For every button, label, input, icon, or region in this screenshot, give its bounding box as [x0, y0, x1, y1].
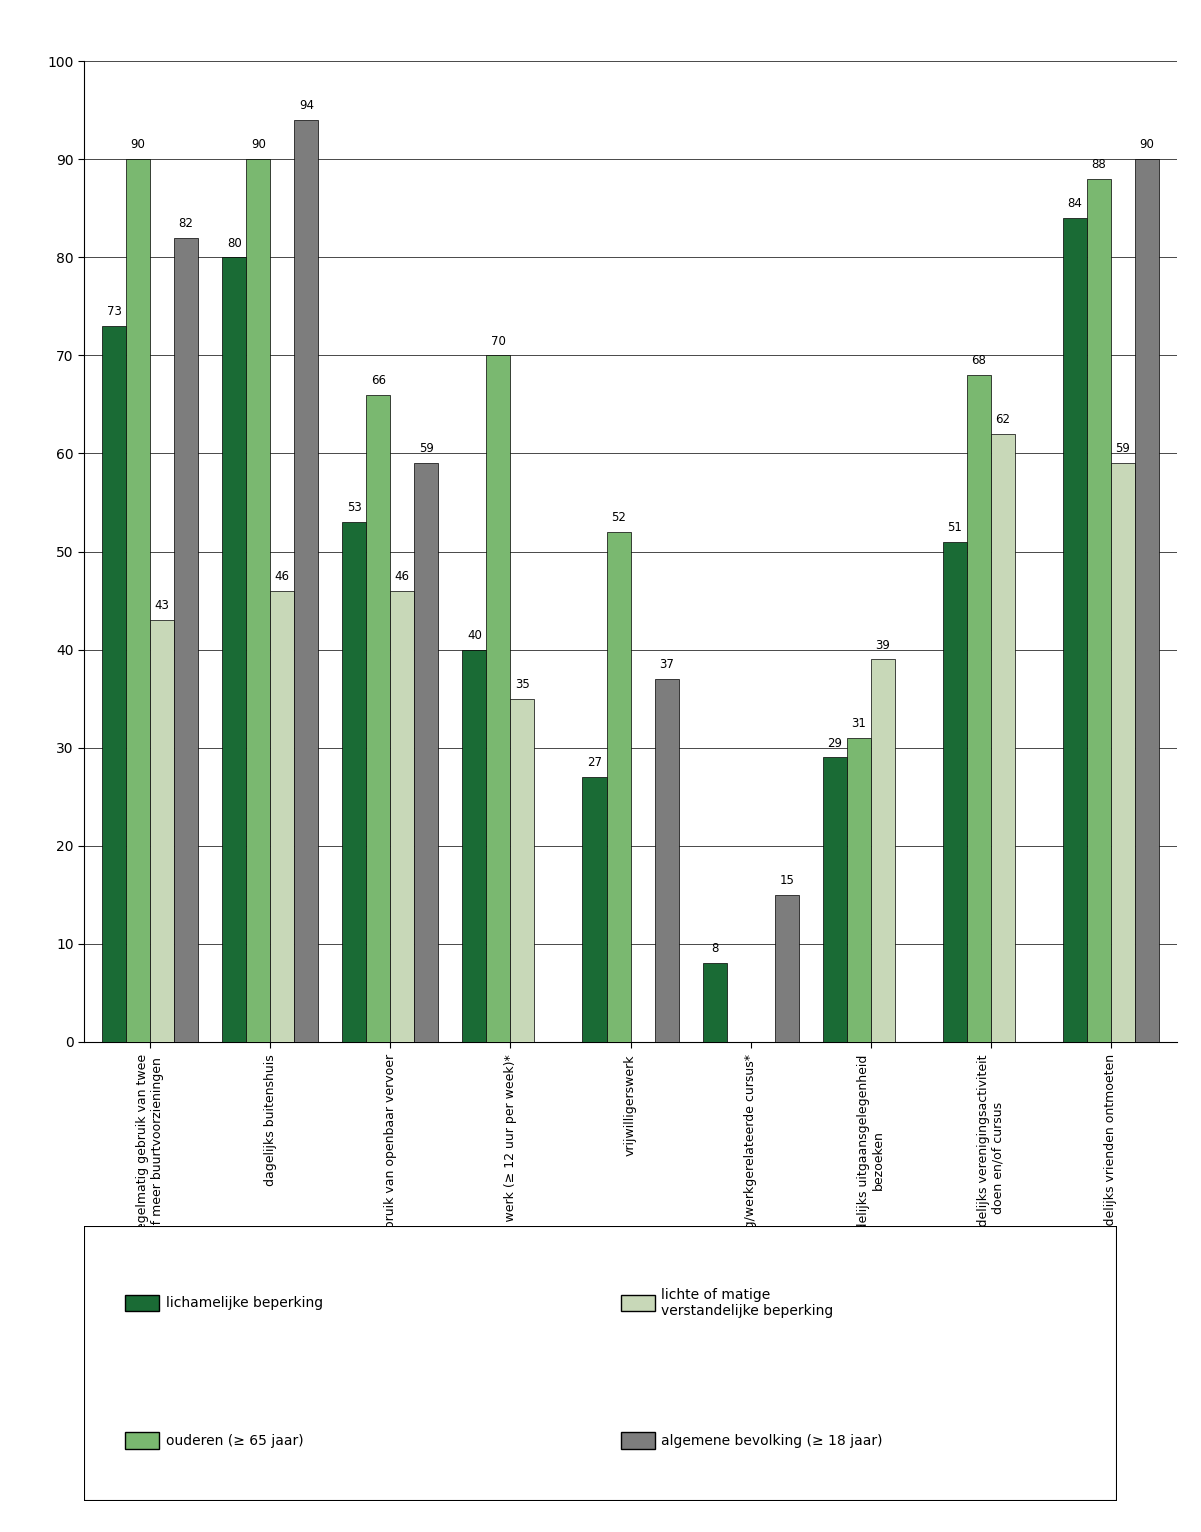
Text: 39: 39 — [876, 639, 890, 651]
Bar — [342, 522, 366, 1042]
Bar — [1135, 159, 1159, 1042]
FancyBboxPatch shape — [621, 1295, 656, 1311]
Bar — [967, 375, 991, 1042]
Text: algemene bevolking (≥ 18 jaar): algemene bevolking (≥ 18 jaar) — [662, 1434, 883, 1448]
Bar — [943, 542, 967, 1042]
Bar — [510, 699, 534, 1042]
Bar — [823, 757, 847, 1042]
Text: 68: 68 — [972, 354, 986, 368]
Text: 73: 73 — [107, 305, 121, 319]
Text: 84: 84 — [1068, 198, 1082, 210]
Text: 27: 27 — [587, 757, 602, 769]
Bar — [270, 591, 294, 1042]
Bar — [150, 620, 174, 1042]
Text: 59: 59 — [419, 443, 434, 455]
Bar — [847, 738, 871, 1042]
Text: 90: 90 — [251, 138, 265, 152]
Bar — [126, 159, 150, 1042]
Bar — [1087, 179, 1111, 1042]
Bar — [462, 650, 486, 1042]
Text: 35: 35 — [515, 677, 530, 691]
Text: 88: 88 — [1092, 158, 1106, 172]
Bar — [871, 659, 895, 1042]
Bar — [607, 532, 631, 1042]
Text: ouderen (≥ 65 jaar): ouderen (≥ 65 jaar) — [166, 1434, 304, 1448]
Text: 53: 53 — [347, 501, 362, 515]
FancyBboxPatch shape — [621, 1432, 656, 1449]
Bar — [1063, 218, 1087, 1042]
Text: 66: 66 — [371, 374, 386, 386]
Text: 43: 43 — [155, 599, 169, 613]
Text: 29: 29 — [827, 737, 842, 749]
Bar — [582, 777, 607, 1042]
Text: lichte of matige
verstandelijke beperking: lichte of matige verstandelijke beperkin… — [662, 1288, 833, 1318]
Bar — [246, 159, 270, 1042]
Bar — [775, 895, 799, 1042]
Bar — [294, 119, 318, 1042]
Text: 37: 37 — [659, 659, 674, 671]
Text: 62: 62 — [996, 414, 1010, 426]
FancyBboxPatch shape — [125, 1432, 160, 1449]
Bar — [655, 679, 679, 1042]
Text: 70: 70 — [491, 334, 506, 348]
Text: 8: 8 — [711, 942, 718, 956]
Bar — [414, 463, 438, 1042]
FancyBboxPatch shape — [125, 1295, 160, 1311]
Text: 51: 51 — [948, 521, 962, 533]
Text: lichamelijke beperking: lichamelijke beperking — [166, 1296, 323, 1310]
Text: 82: 82 — [179, 218, 193, 230]
Text: 46: 46 — [275, 570, 289, 582]
Text: 90: 90 — [131, 138, 145, 152]
Bar — [174, 237, 198, 1042]
Bar — [366, 395, 390, 1042]
Bar — [390, 591, 414, 1042]
Text: 31: 31 — [852, 717, 866, 729]
Text: 80: 80 — [227, 236, 241, 250]
Bar — [222, 257, 246, 1042]
Text: 52: 52 — [611, 512, 626, 524]
FancyBboxPatch shape — [84, 1226, 1117, 1501]
Text: 15: 15 — [779, 873, 794, 887]
Bar — [991, 434, 1015, 1042]
Bar — [486, 355, 510, 1042]
Text: 59: 59 — [1116, 443, 1130, 455]
Bar — [102, 326, 126, 1042]
Text: 40: 40 — [467, 628, 482, 642]
Text: 46: 46 — [395, 570, 410, 582]
Text: 90: 90 — [1140, 138, 1154, 152]
Text: 94: 94 — [299, 100, 313, 112]
Bar — [703, 964, 727, 1042]
Bar — [1111, 463, 1135, 1042]
